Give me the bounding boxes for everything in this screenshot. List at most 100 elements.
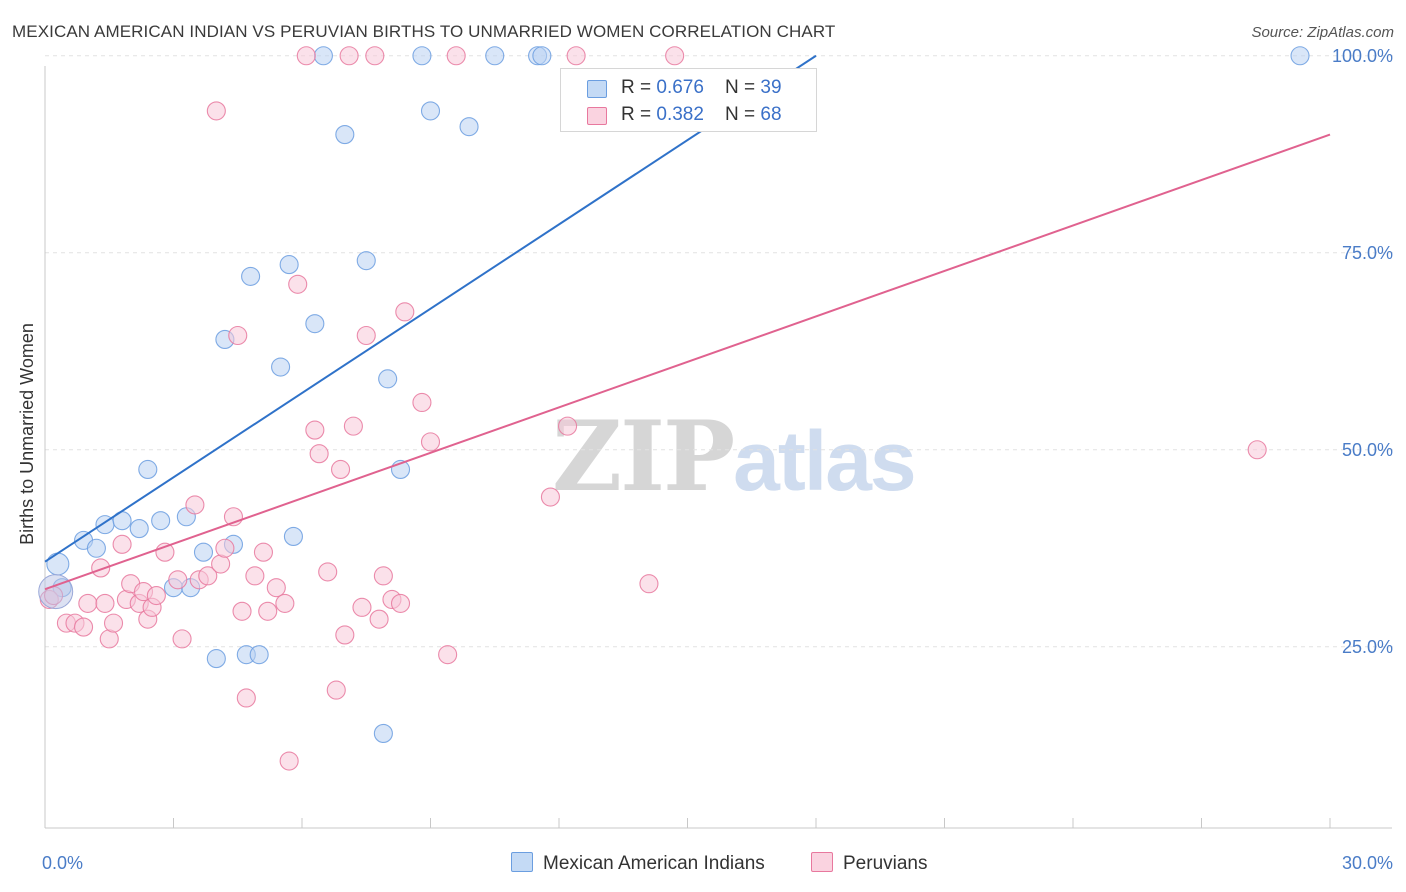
data-point-peruvians — [318, 562, 338, 582]
data-point-mexican-american-indians — [283, 526, 303, 546]
legend-n-label: N = — [725, 77, 761, 98]
data-point-peruvians — [639, 574, 659, 594]
data-point-mexican-american-indians — [356, 251, 376, 271]
data-point-mexican-american-indians — [485, 46, 505, 66]
data-point-mexican-american-indians — [313, 46, 333, 66]
data-point-peruvians — [258, 601, 278, 621]
data-point-peruvians — [103, 613, 124, 633]
data-point-mexican-american-indians — [151, 511, 171, 531]
legend-r-value: 0.676 — [656, 77, 704, 98]
data-point-peruvians — [228, 325, 248, 346]
data-point-peruvians — [245, 566, 265, 586]
bottom-legend-item-peruvians: Peruvians — [811, 852, 928, 875]
chart-title: MEXICAN AMERICAN INDIAN VS PERUVIAN BIRT… — [12, 22, 836, 41]
legend-swatch-blue — [587, 80, 607, 98]
legend-r-value: 0.382 — [656, 104, 704, 125]
data-point-peruvians — [78, 593, 98, 613]
data-point-mexican-american-indians — [249, 645, 269, 665]
data-point-mexican-american-indians — [138, 459, 158, 480]
y-axis-label: Births to Unmarried Women — [17, 323, 37, 545]
legend-n-label: N = — [725, 104, 761, 125]
data-point-peruvians — [395, 302, 415, 322]
data-point-peruvians — [365, 46, 385, 66]
bottom-legend-swatch-pink — [811, 852, 833, 872]
trend-line-mexican-american-indians — [44, 54, 817, 563]
data-point-peruvians — [206, 101, 226, 121]
data-point-peruvians — [95, 593, 115, 613]
legend-r-label: R = — [621, 77, 657, 98]
data-point-peruvians — [91, 558, 111, 578]
data-point-peruvians — [558, 416, 578, 436]
legend-swatch-pink — [587, 107, 607, 125]
data-point-peruvians — [326, 680, 346, 700]
data-point-peruvians — [112, 534, 132, 554]
legend-n-value: 39 — [760, 77, 782, 98]
data-point-peruvians — [253, 542, 274, 562]
watermark: ZIPatlas — [552, 400, 917, 513]
data-point-peruvians — [412, 392, 432, 413]
data-point-peruvians — [356, 325, 376, 346]
data-point-cluster — [38, 574, 74, 610]
bottom-legend-item-mexican-american-indians: Mexican American Indians — [511, 852, 765, 875]
data-point-peruvians — [343, 416, 363, 436]
data-point-peruvians — [211, 554, 231, 574]
x-tick-label: 0.0% — [42, 853, 83, 873]
data-point-peruvians — [185, 495, 205, 515]
data-point-mexican-american-indians — [335, 125, 355, 145]
data-point-peruvians — [335, 625, 355, 645]
data-point-peruvians — [309, 444, 329, 464]
data-point-peruvians — [198, 566, 218, 586]
x-tick-label: 30.0% — [1342, 853, 1393, 873]
data-point-mexican-american-indians — [279, 255, 299, 275]
data-point-mexican-american-indians — [271, 357, 291, 377]
source-credit: Source: ZipAtlas.com — [1251, 24, 1394, 41]
data-point-peruvians — [232, 601, 252, 621]
data-point-mexican-american-indians — [129, 519, 149, 539]
data-point-peruvians — [168, 570, 188, 590]
data-point-peruvians — [540, 487, 560, 507]
data-point-peruvians — [236, 688, 256, 708]
data-point-peruvians — [420, 432, 441, 452]
data-point-peruvians — [215, 538, 235, 558]
data-point-peruvians — [146, 585, 166, 606]
data-point-peruvians — [390, 593, 411, 613]
y-tick-label: 100.0% — [1332, 46, 1393, 66]
data-point-mexican-american-indians — [305, 314, 325, 334]
data-point-mexican-american-indians — [193, 542, 214, 562]
bottom-legend-swatch-blue — [511, 852, 533, 872]
watermark-zip: ZIP — [552, 400, 735, 513]
data-point-peruvians — [373, 566, 393, 586]
data-point-peruvians — [172, 629, 192, 649]
data-point-peruvians — [339, 46, 359, 66]
trend-line-peruvians — [44, 133, 1331, 591]
data-point-mexican-american-indians — [86, 538, 106, 558]
data-point-mexican-american-indians — [206, 649, 226, 669]
data-point-mexican-american-indians — [1290, 46, 1310, 66]
data-point-peruvians — [288, 274, 308, 294]
data-point-peruvians — [1247, 440, 1267, 460]
data-point-peruvians — [74, 617, 94, 637]
data-point-peruvians — [266, 578, 286, 598]
data-point-mexican-american-indians — [412, 46, 432, 66]
data-point-peruvians — [369, 609, 389, 629]
legend-r-label: R = — [621, 104, 657, 125]
data-point-mexican-american-indians — [532, 46, 552, 66]
data-point-mexican-american-indians — [46, 552, 70, 576]
data-point-peruvians — [665, 46, 685, 66]
data-point-peruvians — [99, 629, 119, 649]
legend-n-value: 68 — [760, 104, 782, 125]
data-point-peruvians — [305, 420, 325, 440]
y-tick-label: 25.0% — [1342, 637, 1393, 657]
y-tick-label: 75.0% — [1342, 243, 1393, 263]
data-point-peruvians — [275, 593, 295, 613]
data-point-mexican-american-indians — [459, 117, 479, 137]
bottom-legend-label: Peruvians — [843, 853, 928, 874]
data-point-mexican-american-indians — [241, 266, 261, 286]
y-tick-label: 50.0% — [1342, 440, 1393, 460]
data-point-peruvians — [279, 751, 299, 771]
data-point-mexican-american-indians — [420, 101, 441, 121]
data-point-peruvians — [352, 597, 372, 617]
data-point-peruvians — [566, 46, 586, 66]
legend: R = 0.676 N = 39 R = 0.382 N = 68 — [560, 68, 817, 132]
